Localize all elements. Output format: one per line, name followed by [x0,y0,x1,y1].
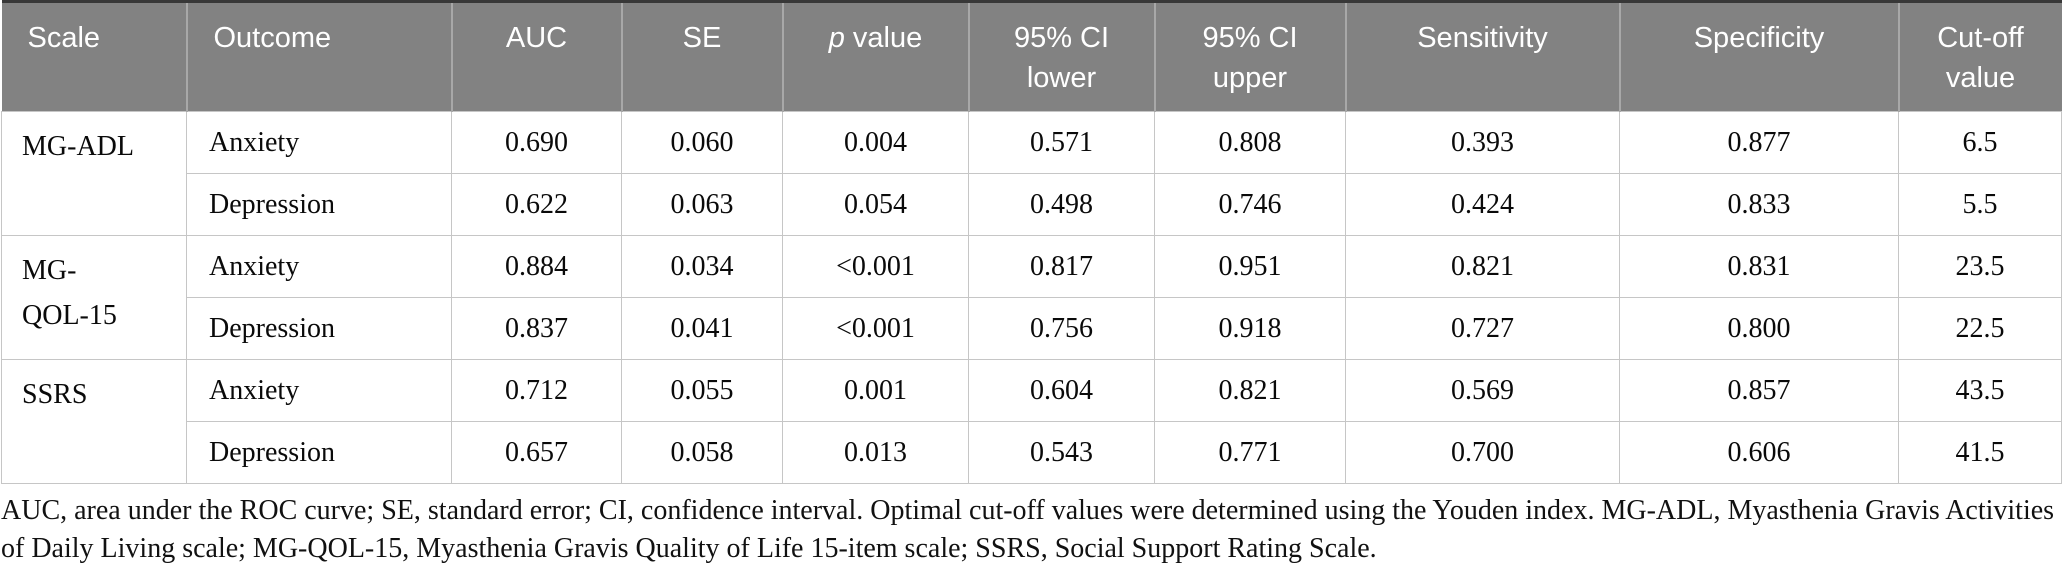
cell-se: 0.034 [621,235,783,298]
cell-scale: SSRS [1,359,187,484]
cell-ci-upper: 0.821 [1154,359,1346,422]
table-row-mgqol15-depression: Depression 0.837 0.041 <0.001 0.756 0.91… [2,297,2062,360]
column-header-outcome: Outcome [185,0,452,112]
cell-se: 0.041 [621,297,783,360]
cell-ci-upper: 0.951 [1154,235,1346,298]
cell-auc: 0.657 [451,421,622,484]
column-header-auc: AUC [450,0,622,112]
cell-p-value: 0.054 [782,173,969,236]
cell-p-value: 0.013 [782,421,969,484]
cell-outcome: Depression [186,421,452,484]
cell-se: 0.058 [621,421,783,484]
cell-p-value: <0.001 [782,235,969,298]
cell-ci-lower: 0.604 [968,359,1155,422]
cell-sensitivity: 0.821 [1345,235,1620,298]
cell-p-value: 0.001 [782,359,969,422]
p-value-label: value [844,22,923,54]
table-row-mgqol15-anxiety: MG-QOL-15 Anxiety 0.884 0.034 <0.001 0.8… [1,235,2062,360]
cell-ci-lower: 0.817 [968,235,1155,298]
table-row-mgadl-depression: Depression 0.622 0.063 0.054 0.498 0.746… [2,173,2062,236]
cell-auc: 0.712 [451,359,622,422]
cell-outcome: Depression [186,297,452,360]
cell-se: 0.060 [621,111,783,174]
cell-cutoff: 41.5 [1898,421,2062,484]
cell-outcome: Depression [186,173,452,236]
cell-scale: MG-QOL-15 [1,235,187,360]
cell-auc: 0.690 [451,111,622,174]
cell-ci-upper: 0.918 [1154,297,1346,360]
cell-sensitivity: 0.424 [1345,173,1620,236]
column-header-ci-lower: 95% CI lower [967,0,1155,112]
cell-p-value: <0.001 [782,297,969,360]
cell-auc: 0.622 [451,173,622,236]
cell-specificity: 0.800 [1619,297,1899,360]
cell-ci-upper: 0.746 [1154,173,1346,236]
cell-cutoff: 23.5 [1898,235,2062,298]
cell-se: 0.055 [621,359,783,422]
cell-sensitivity: 0.569 [1345,359,1620,422]
cell-auc: 0.884 [451,235,622,298]
cell-ci-lower: 0.756 [968,297,1155,360]
cell-ci-upper: 0.771 [1154,421,1346,484]
cell-se: 0.063 [621,173,783,236]
table-row-ssrs-anxiety: SSRS Anxiety 0.712 0.055 0.001 0.604 0.8… [1,359,2062,484]
cell-outcome: Anxiety [186,111,452,174]
column-header-specificity: Specificity [1618,0,1899,112]
table-row-mgadl-anxiety: MG-ADL Anxiety 0.690 0.060 0.004 0.571 0… [1,111,2062,236]
cell-specificity: 0.606 [1619,421,1899,484]
cell-cutoff: 6.5 [1898,111,2062,174]
p-value-italic-letter: p [828,22,845,54]
cell-specificity: 0.877 [1619,111,1899,174]
cell-sensitivity: 0.393 [1345,111,1620,174]
cell-p-value: 0.004 [782,111,969,174]
cell-sensitivity: 0.727 [1345,297,1620,360]
cell-specificity: 0.857 [1619,359,1899,422]
column-header-sensitivity: Sensitivity [1344,0,1620,112]
cell-ci-lower: 0.571 [968,111,1155,174]
header-row: Scale Outcome AUC SE p value 95% CI lowe… [1,0,2062,112]
roc-analysis-table: Scale Outcome AUC SE p value 95% CI lowe… [1,0,2062,484]
table-row-ssrs-depression: Depression 0.657 0.058 0.013 0.543 0.771… [2,421,2062,484]
cell-ci-lower: 0.543 [968,421,1155,484]
cell-outcome: Anxiety [186,235,452,298]
column-header-p-value: p value [781,0,969,112]
cell-cutoff: 22.5 [1898,297,2062,360]
cell-specificity: 0.831 [1619,235,1899,298]
table-footnote: AUC, area under the ROC curve; SE, stand… [1,495,2055,564]
column-header-se: SE [620,0,783,112]
cell-specificity: 0.833 [1619,173,1899,236]
cell-ci-lower: 0.498 [968,173,1155,236]
column-header-cutoff: Cut-off value [1897,0,2062,112]
cell-ci-upper: 0.808 [1154,111,1346,174]
column-header-scale: Scale [1,0,187,112]
table-body: MG-ADL Anxiety 0.690 0.060 0.004 0.571 0… [1,111,2062,484]
cell-cutoff: 43.5 [1898,359,2062,422]
cell-sensitivity: 0.700 [1345,421,1620,484]
cell-scale: MG-ADL [1,111,187,236]
cell-auc: 0.837 [451,297,622,360]
table-header: Scale Outcome AUC SE p value 95% CI lowe… [1,0,2062,112]
cell-cutoff: 5.5 [1898,173,2062,236]
column-header-ci-upper: 95% CI upper [1153,0,1346,112]
cell-outcome: Anxiety [186,359,452,422]
